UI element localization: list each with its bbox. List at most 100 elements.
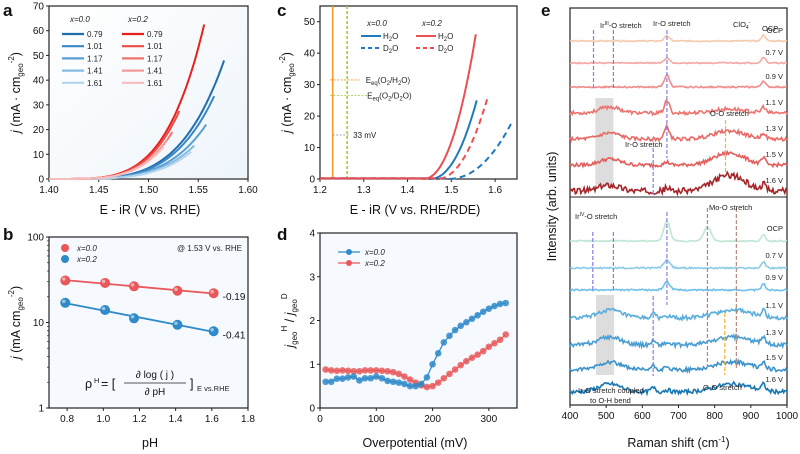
- d-data-point: [389, 368, 397, 376]
- d-data-point: [440, 339, 448, 346]
- b-ytick-label: 100: [27, 233, 44, 244]
- e-top-iro-label: Ir-O stretch: [653, 19, 691, 28]
- a-ytick-label: 40: [33, 76, 45, 87]
- e-bottom-potential-label: 1.1 V: [765, 301, 783, 310]
- ylabel-part: (mA · cm: [280, 77, 294, 130]
- a-xlabel: E - iR (V vs. RHE): [100, 203, 201, 217]
- b-point-highlight: [101, 306, 106, 311]
- chart-e: 400 500 600 700 800 900 1000 Intensity (arb. un…: [545, 7, 799, 450]
- b-data-point: [60, 275, 71, 286]
- d-data-point: [395, 379, 403, 386]
- e-xtick-label: 700: [670, 411, 687, 422]
- c-eeq1-label: Eeq(O2/H2O): [366, 76, 411, 87]
- d-data-point: [367, 374, 374, 382]
- b-eq-rhs: ]: [190, 377, 193, 391]
- ylabel-part: j: [280, 129, 294, 135]
- d-legend-label: x=0.2: [364, 259, 385, 268]
- d-data-point: [327, 378, 335, 386]
- a-legend-label: 0.79: [147, 30, 163, 39]
- c-ytick-label: 0: [309, 175, 315, 186]
- d-data-point: [333, 367, 341, 375]
- b-data-point: [208, 288, 219, 299]
- panel-label-c: c: [277, 1, 286, 20]
- b-slope-label: -0.19: [223, 292, 246, 303]
- a-xtick-label: 1.55: [189, 185, 209, 196]
- c-legend-label: H2O: [438, 32, 453, 43]
- d-data-point: [339, 375, 346, 382]
- e-bottom-spectrum: [569, 380, 788, 397]
- d-xtick-label: 100: [368, 414, 385, 425]
- d-data-point: [423, 383, 431, 391]
- b-point-highlight: [174, 321, 178, 326]
- b-point-highlight: [61, 299, 66, 304]
- a-xtick-label: 1.40: [39, 185, 59, 196]
- c-legend-label: D2O: [383, 44, 398, 55]
- ylabel-part: ): [9, 52, 23, 56]
- d-legend-marker: [346, 249, 352, 255]
- b-ylabel: j (mA cmgeo-2): [7, 286, 25, 361]
- a-series-line: [49, 146, 165, 180]
- d-data-point: [457, 361, 465, 369]
- e-top-potential-label: 1.6 V: [765, 176, 783, 185]
- a-ylabel: j (mA · cmgeo-2): [7, 52, 25, 135]
- c-xlabel: E - iR (V vs. RHE/RDE): [350, 203, 481, 217]
- a-ytick-label: 10: [33, 150, 45, 161]
- b-data-point: [172, 319, 183, 330]
- d-data-point: [457, 322, 465, 330]
- b-xtick-label: 0.8: [60, 414, 74, 425]
- d-data-point: [446, 332, 453, 340]
- b-xtick-label: 1.0: [96, 414, 110, 425]
- d-data-point: [356, 367, 363, 375]
- a-ytick-label: 50: [33, 51, 45, 62]
- e-xtick-label: 900: [742, 411, 759, 422]
- b-legend-marker: [61, 255, 69, 263]
- c-gap-label: 33 mV: [353, 131, 377, 140]
- d-data-point: [378, 374, 386, 382]
- d-data-point: [502, 331, 510, 338]
- e-bottom-iroh-label-2: to O-H bend: [590, 396, 631, 405]
- d-data-point: [446, 370, 453, 378]
- e-top-potential-label: 0.9 V: [765, 72, 783, 81]
- a-legend-label: 1.01: [87, 42, 103, 51]
- a-legend-label: 0.79: [87, 30, 103, 39]
- e-top-potential-label: 1.3 V: [765, 124, 783, 133]
- c-xtick-label: 1.4: [401, 185, 415, 196]
- b-data-point: [100, 305, 111, 316]
- b-data-point: [100, 277, 111, 288]
- e-top-iro2-label: Ir-O stretch: [625, 140, 663, 149]
- c-ylabel: j (mA · cmgeo-2): [278, 52, 296, 135]
- e-top-potential-label: 0.7 V: [765, 48, 783, 57]
- d-data-point: [327, 367, 335, 374]
- e-bottom-irIV-label: IrIV-O stretch: [575, 212, 617, 221]
- chart-b: 0.8 1.0 1.2 1.4 1.6 1.8 1 10 100 j (mA cmgeo-2) -0…: [7, 233, 255, 426]
- ylabel-part: ): [280, 52, 294, 56]
- b-data-point: [129, 313, 140, 324]
- d-data-point: [468, 354, 476, 361]
- ylabel-part: (mA · cm: [9, 77, 23, 130]
- e-bottom-spectrum: [569, 358, 788, 375]
- b-ytick-label: 10: [33, 318, 45, 329]
- a-legend-label: 1.17: [147, 54, 163, 63]
- d-data-point: [496, 300, 504, 308]
- c-xtick-label: 1.5: [444, 185, 458, 196]
- d-data-point: [474, 351, 481, 358]
- d-data-point: [378, 367, 386, 375]
- c-ytick-label: 30: [304, 80, 316, 91]
- d-data-point: [350, 373, 358, 380]
- d-data-point: [344, 374, 352, 381]
- d-data-point: [451, 366, 459, 373]
- e-top-oo-label: O-O stretch: [710, 109, 749, 118]
- e-bottom-potential-label: OCP: [767, 224, 783, 233]
- e-bottom-spectrum: [569, 258, 787, 270]
- e-bottom-potential-label: 1.5 V: [765, 353, 783, 362]
- c-legend-label: H2O: [383, 32, 398, 43]
- a-xtick-label: 1.45: [89, 185, 109, 196]
- d-ytick-label: 4: [309, 229, 315, 240]
- d-data-point: [491, 339, 498, 347]
- a-xtick-label: 1.60: [238, 185, 258, 196]
- d-data-point: [485, 343, 493, 351]
- a-legend-label: 1.41: [87, 67, 103, 76]
- a-ytick-label: 0: [38, 175, 44, 186]
- a-ytick-label: 30: [33, 100, 45, 111]
- panel-label-a: a: [3, 1, 13, 20]
